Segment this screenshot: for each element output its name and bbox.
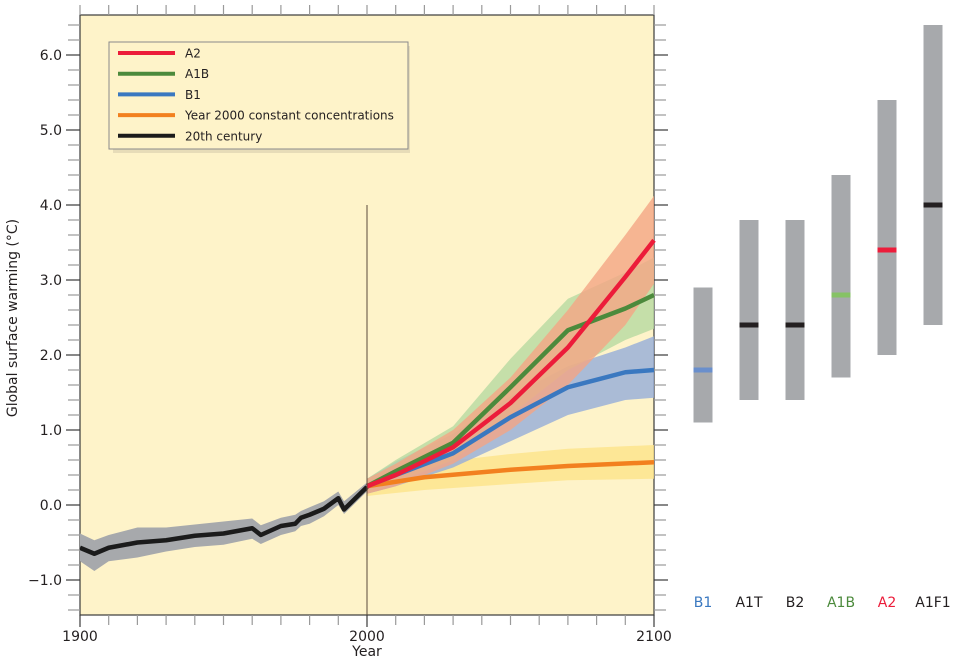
best-estimate-a2 bbox=[877, 247, 897, 253]
legend-label: B1 bbox=[185, 88, 201, 102]
x-axis-title: Year bbox=[351, 644, 382, 659]
y-tick-label: 5.0 bbox=[40, 123, 62, 139]
range-label: A1B bbox=[827, 595, 855, 611]
range-bar-a1t bbox=[739, 220, 759, 400]
range-label: A2 bbox=[878, 595, 896, 611]
range-label: B2 bbox=[786, 595, 805, 611]
y-tick-label: 6.0 bbox=[40, 48, 62, 64]
range-bar-a1f1 bbox=[923, 25, 943, 325]
range-label: A1F1 bbox=[915, 595, 950, 611]
y-tick-label: 3.0 bbox=[40, 273, 62, 289]
y-axis-title: Global surface warming (°C) bbox=[5, 219, 21, 417]
band-20th-century bbox=[80, 482, 367, 571]
legend-label: Year 2000 constant concentrations bbox=[184, 109, 394, 123]
x-tick-label: 1900 bbox=[62, 629, 98, 645]
range-label: A1T bbox=[735, 595, 762, 611]
line-a1b bbox=[365, 292, 655, 489]
legend-label: A1B bbox=[185, 67, 209, 81]
line-a2 bbox=[366, 238, 656, 489]
legend: A2 A1B B1 Year 2000 constant concentrations… bbox=[108, 41, 410, 153]
best-estimate-b1 bbox=[693, 367, 713, 373]
series-lines bbox=[79, 238, 656, 556]
axes: −1.0 0.0 1.0 2.0 3.0 4.0 5.0 6.0 1900 2000 2100 bbox=[28, 5, 672, 645]
scenario-range-bars: B1 A1T B2 A1B A2 A1F1 bbox=[693, 25, 951, 611]
range-bar-b2 bbox=[785, 220, 805, 400]
y-tick-label: 1.0 bbox=[40, 423, 62, 439]
x-tick-label: 2100 bbox=[636, 629, 672, 645]
line-year-2000-constant-concentrations bbox=[366, 460, 655, 489]
best-estimate-a1t bbox=[739, 322, 759, 328]
band-a2 bbox=[367, 196, 654, 494]
best-estimate-a1b bbox=[831, 292, 851, 298]
best-estimate-b2 bbox=[785, 322, 805, 328]
y-tick-label: 0.0 bbox=[40, 498, 62, 514]
best-estimate-a1f1 bbox=[923, 202, 943, 208]
range-bar-b1 bbox=[693, 287, 713, 423]
line-20th-century bbox=[79, 485, 369, 556]
y-tick-label: −1.0 bbox=[28, 573, 62, 589]
x-tick-label: 2000 bbox=[349, 629, 385, 645]
legend-label: 20th century bbox=[185, 129, 262, 143]
range-bar-a1b bbox=[831, 175, 851, 378]
range-bar-a2 bbox=[877, 100, 897, 355]
range-label: B1 bbox=[694, 595, 713, 611]
legend-label: A2 bbox=[185, 47, 201, 61]
y-tick-label: 4.0 bbox=[40, 198, 62, 214]
y-tick-label: 2.0 bbox=[40, 348, 62, 364]
